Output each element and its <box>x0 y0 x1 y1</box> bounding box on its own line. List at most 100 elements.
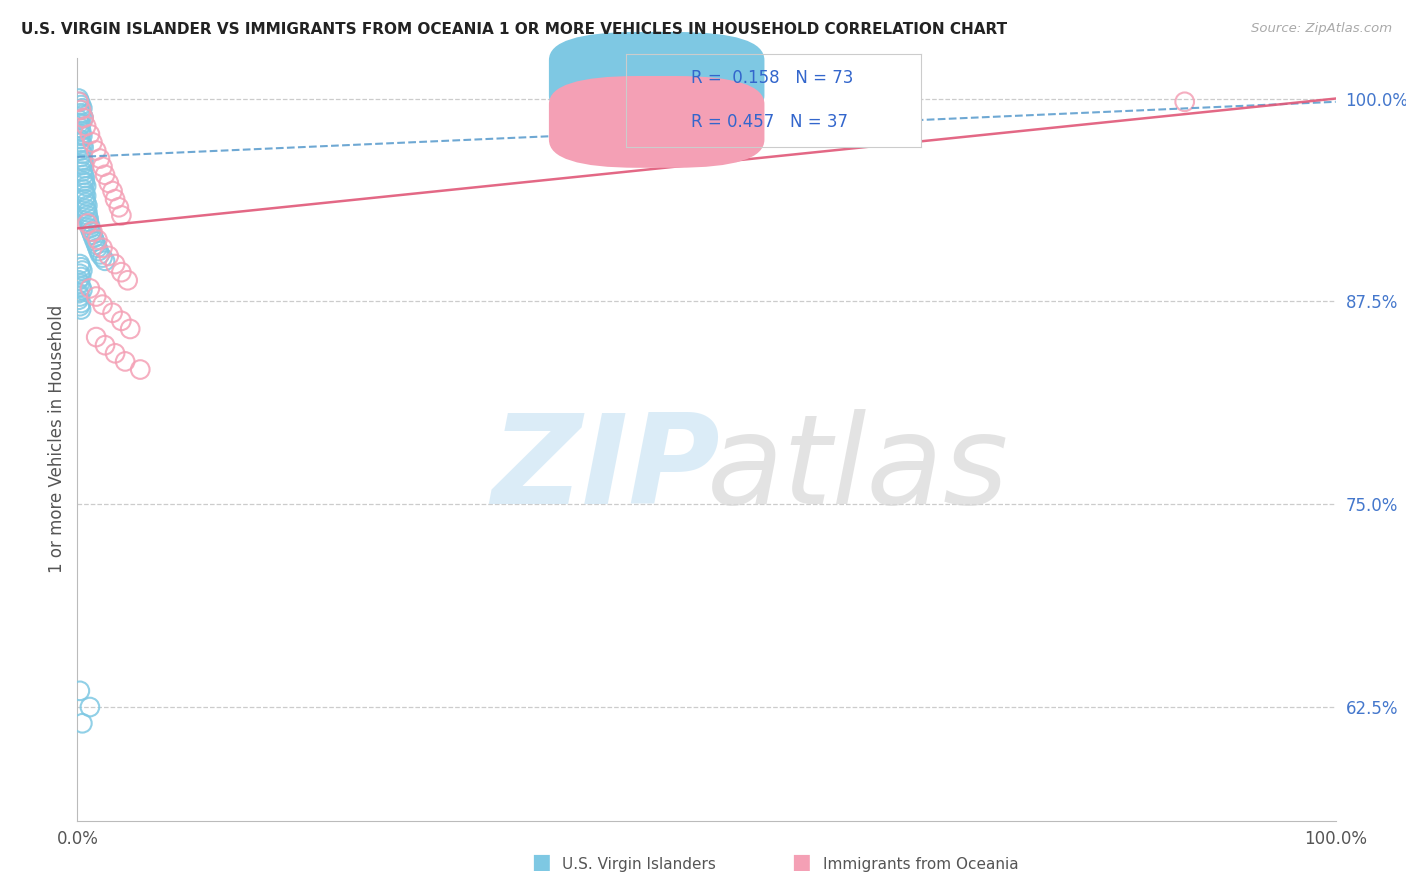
Point <box>75 179 97 194</box>
Point <box>72 101 94 115</box>
Point <box>1174 95 1197 109</box>
Point <box>70 98 93 112</box>
Point <box>69 103 91 117</box>
Point <box>84 330 107 344</box>
Text: ■: ■ <box>792 853 811 872</box>
Point <box>82 227 104 242</box>
Point <box>72 263 94 277</box>
Point <box>70 136 93 150</box>
Point <box>72 182 94 196</box>
Point <box>110 265 132 279</box>
Point <box>75 195 97 210</box>
Point <box>72 111 94 125</box>
Point <box>67 91 90 105</box>
Point <box>72 164 94 178</box>
Point <box>76 205 98 219</box>
Point <box>86 241 108 255</box>
Point <box>69 116 91 130</box>
Point <box>94 253 117 268</box>
Point <box>77 211 100 226</box>
FancyBboxPatch shape <box>548 32 765 124</box>
Point <box>70 296 93 310</box>
Point <box>129 362 152 376</box>
Point <box>117 273 139 287</box>
Point <box>67 273 90 287</box>
Point <box>97 249 120 263</box>
Point <box>79 281 101 295</box>
Point <box>83 231 105 245</box>
Point <box>73 171 96 186</box>
Point <box>91 160 114 174</box>
Point <box>67 112 90 127</box>
Point <box>104 192 127 206</box>
Point <box>76 208 98 222</box>
Point <box>69 289 91 303</box>
Point <box>77 215 100 229</box>
Point <box>73 176 96 190</box>
Text: R = 0.457   N = 37: R = 0.457 N = 37 <box>690 113 848 131</box>
Point <box>70 144 93 158</box>
Point <box>110 208 132 222</box>
Point <box>67 286 90 301</box>
Point <box>70 150 93 164</box>
Point <box>72 138 94 153</box>
Point <box>69 120 91 135</box>
Point <box>70 270 93 285</box>
Point <box>72 168 94 182</box>
Point <box>67 95 90 109</box>
Point <box>75 189 97 203</box>
Point <box>79 700 101 714</box>
Point <box>89 247 111 261</box>
Point <box>80 225 103 239</box>
Point <box>69 299 91 313</box>
Point <box>79 127 101 141</box>
Point <box>82 136 104 150</box>
Point <box>72 716 94 731</box>
Point <box>86 233 108 247</box>
Text: U.S. Virgin Islanders: U.S. Virgin Islanders <box>562 857 716 872</box>
Text: ZIP: ZIP <box>492 409 720 531</box>
Point <box>97 176 120 190</box>
Point <box>75 119 97 133</box>
Point <box>89 152 111 166</box>
Point <box>104 346 127 360</box>
Point <box>120 322 142 336</box>
Point <box>76 199 98 213</box>
Point <box>72 158 94 172</box>
Text: U.S. VIRGIN ISLANDER VS IMMIGRANTS FROM OCEANIA 1 OR MORE VEHICLES IN HOUSEHOLD : U.S. VIRGIN ISLANDER VS IMMIGRANTS FROM … <box>21 22 1007 37</box>
Point <box>69 277 91 291</box>
Point <box>72 154 94 169</box>
Point <box>72 161 94 176</box>
Point <box>70 260 93 275</box>
Point <box>69 132 91 146</box>
Text: R =  0.158   N = 73: R = 0.158 N = 73 <box>690 69 853 87</box>
Point <box>69 267 91 281</box>
Point <box>75 202 97 216</box>
Point <box>72 174 94 188</box>
Point <box>73 186 96 200</box>
Text: Source: ZipAtlas.com: Source: ZipAtlas.com <box>1251 22 1392 36</box>
Point <box>114 354 136 368</box>
Text: atlas: atlas <box>706 409 1008 531</box>
Point <box>72 140 94 154</box>
Point <box>70 106 93 120</box>
Point <box>72 283 94 297</box>
Point <box>84 144 107 158</box>
Point <box>79 221 101 235</box>
FancyBboxPatch shape <box>548 76 765 168</box>
Point <box>69 95 91 109</box>
Point <box>82 225 104 239</box>
Point <box>73 192 96 206</box>
Point <box>84 237 107 252</box>
Point <box>72 111 94 125</box>
Point <box>76 217 98 231</box>
Point <box>69 257 91 271</box>
Text: ■: ■ <box>531 853 551 872</box>
Point <box>91 298 114 312</box>
Point <box>67 293 90 307</box>
Point <box>70 124 93 138</box>
Point <box>94 168 117 182</box>
Point <box>897 95 920 109</box>
Point <box>79 218 101 232</box>
Point <box>104 257 127 271</box>
